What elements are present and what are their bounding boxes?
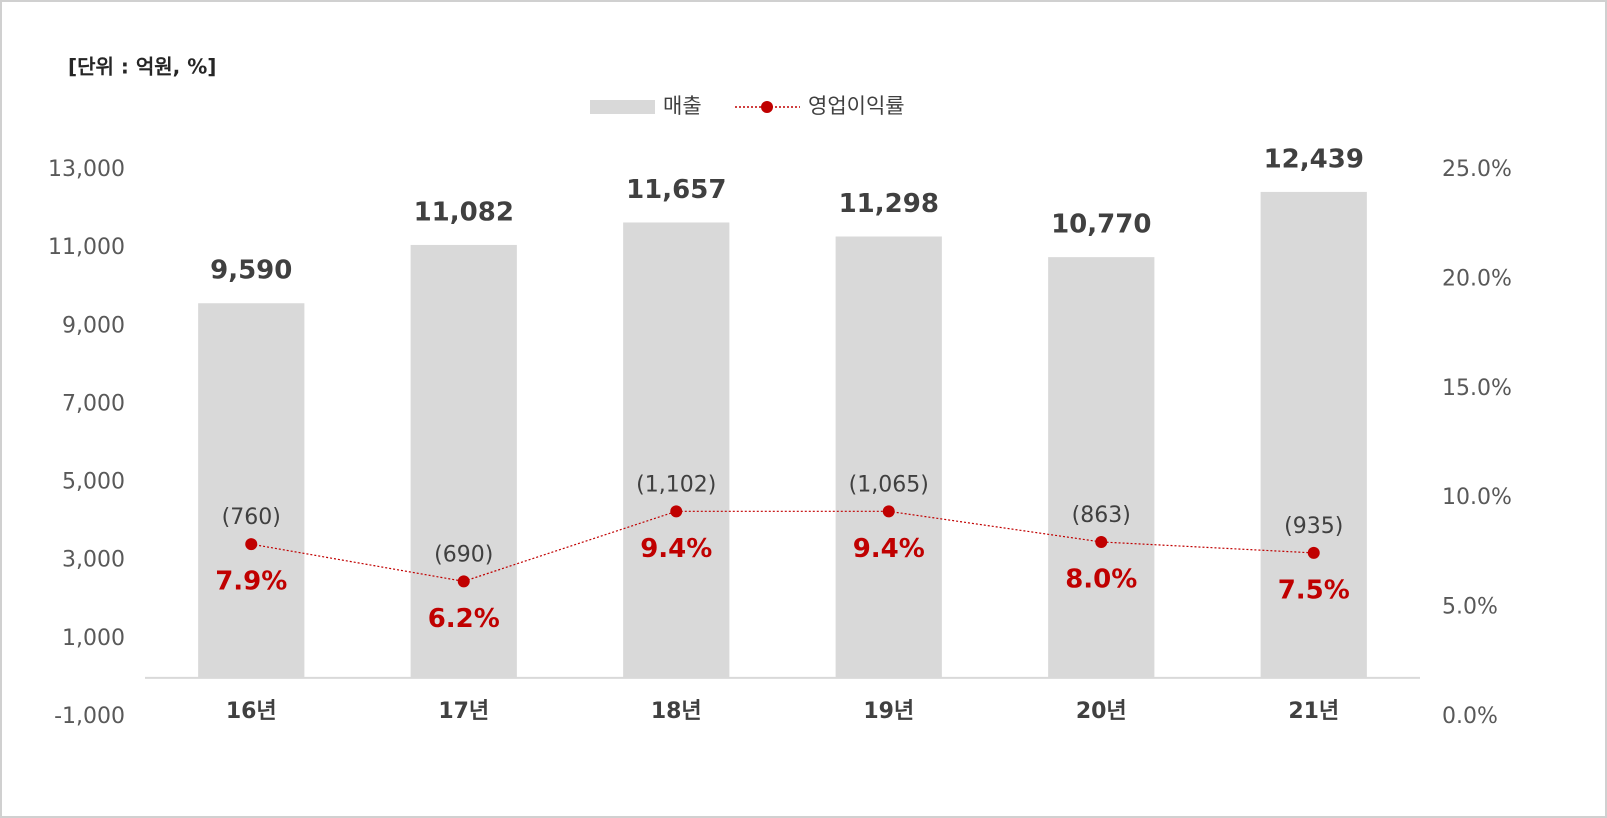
line-marker [1095, 535, 1108, 548]
line-value-label: 9.4% [853, 534, 925, 564]
line [251, 510, 1314, 582]
x-tick-label: 18년 [651, 699, 702, 724]
unit-label: [단위 : 억원, %] [68, 55, 216, 79]
bar [835, 236, 942, 678]
bar-value-label: 9,590 [210, 256, 292, 286]
line-marker [670, 505, 683, 518]
line-marker [882, 505, 895, 518]
bar [1048, 257, 1155, 678]
profit-label: (1,102) [636, 472, 716, 497]
line-marker [1307, 546, 1320, 559]
legend-label: 매출 [663, 94, 702, 118]
legend-marker [761, 101, 773, 113]
line-value-label: 6.2% [428, 604, 500, 634]
x-tick-label: 21년 [1288, 699, 1339, 724]
legend-swatch [590, 100, 655, 114]
y2-tick-label: 5.0% [1442, 595, 1498, 620]
x-tick-label: 20년 [1076, 699, 1127, 724]
y-tick-label: 9,000 [62, 313, 125, 338]
bar-value-label: 11,657 [626, 175, 726, 205]
bar [1260, 191, 1367, 678]
profit-label: (690) [434, 542, 493, 567]
bar-value-label: 11,082 [414, 197, 514, 227]
y-tick-label: 13,000 [48, 157, 125, 182]
y2-tick-label: 15.0% [1442, 376, 1512, 401]
line-marker [457, 575, 470, 588]
y2-tick-label: 20.0% [1442, 266, 1512, 291]
y-tick-label: 7,000 [62, 391, 125, 416]
profit-label: (1,065) [849, 472, 929, 497]
bar-value-label: 12,439 [1264, 144, 1364, 174]
legend-label: 영업이익률 [808, 94, 905, 118]
line-value-label: 7.9% [215, 567, 287, 597]
bar [410, 244, 517, 678]
x-tick-label: 16년 [226, 699, 277, 724]
bar-value-label: 11,298 [839, 189, 939, 219]
y-tick-label: 5,000 [62, 470, 125, 495]
line-value-label: 8.0% [1065, 564, 1137, 594]
y2-tick-label: 25.0% [1442, 157, 1512, 182]
bar [198, 303, 305, 678]
y-tick-label: 1,000 [62, 626, 125, 651]
x-tick-label: 19년 [863, 699, 914, 724]
y-tick-label: 3,000 [62, 548, 125, 573]
profit-label: (760) [222, 505, 281, 530]
line-value-label: 7.5% [1278, 575, 1350, 605]
line-value-label: 9.4% [640, 534, 712, 564]
profit-label: (935) [1284, 514, 1343, 539]
bar [623, 222, 730, 678]
line-marker [245, 538, 258, 551]
bar-value-label: 10,770 [1051, 210, 1151, 240]
y2-tick-label: 10.0% [1442, 485, 1512, 510]
y2-tick-label: 0.0% [1442, 704, 1498, 729]
x-tick-label: 17년 [438, 699, 489, 724]
profit-label: (863) [1072, 503, 1131, 528]
y-tick-label: 11,000 [48, 235, 125, 260]
y-tick-label: -1,000 [54, 704, 125, 729]
